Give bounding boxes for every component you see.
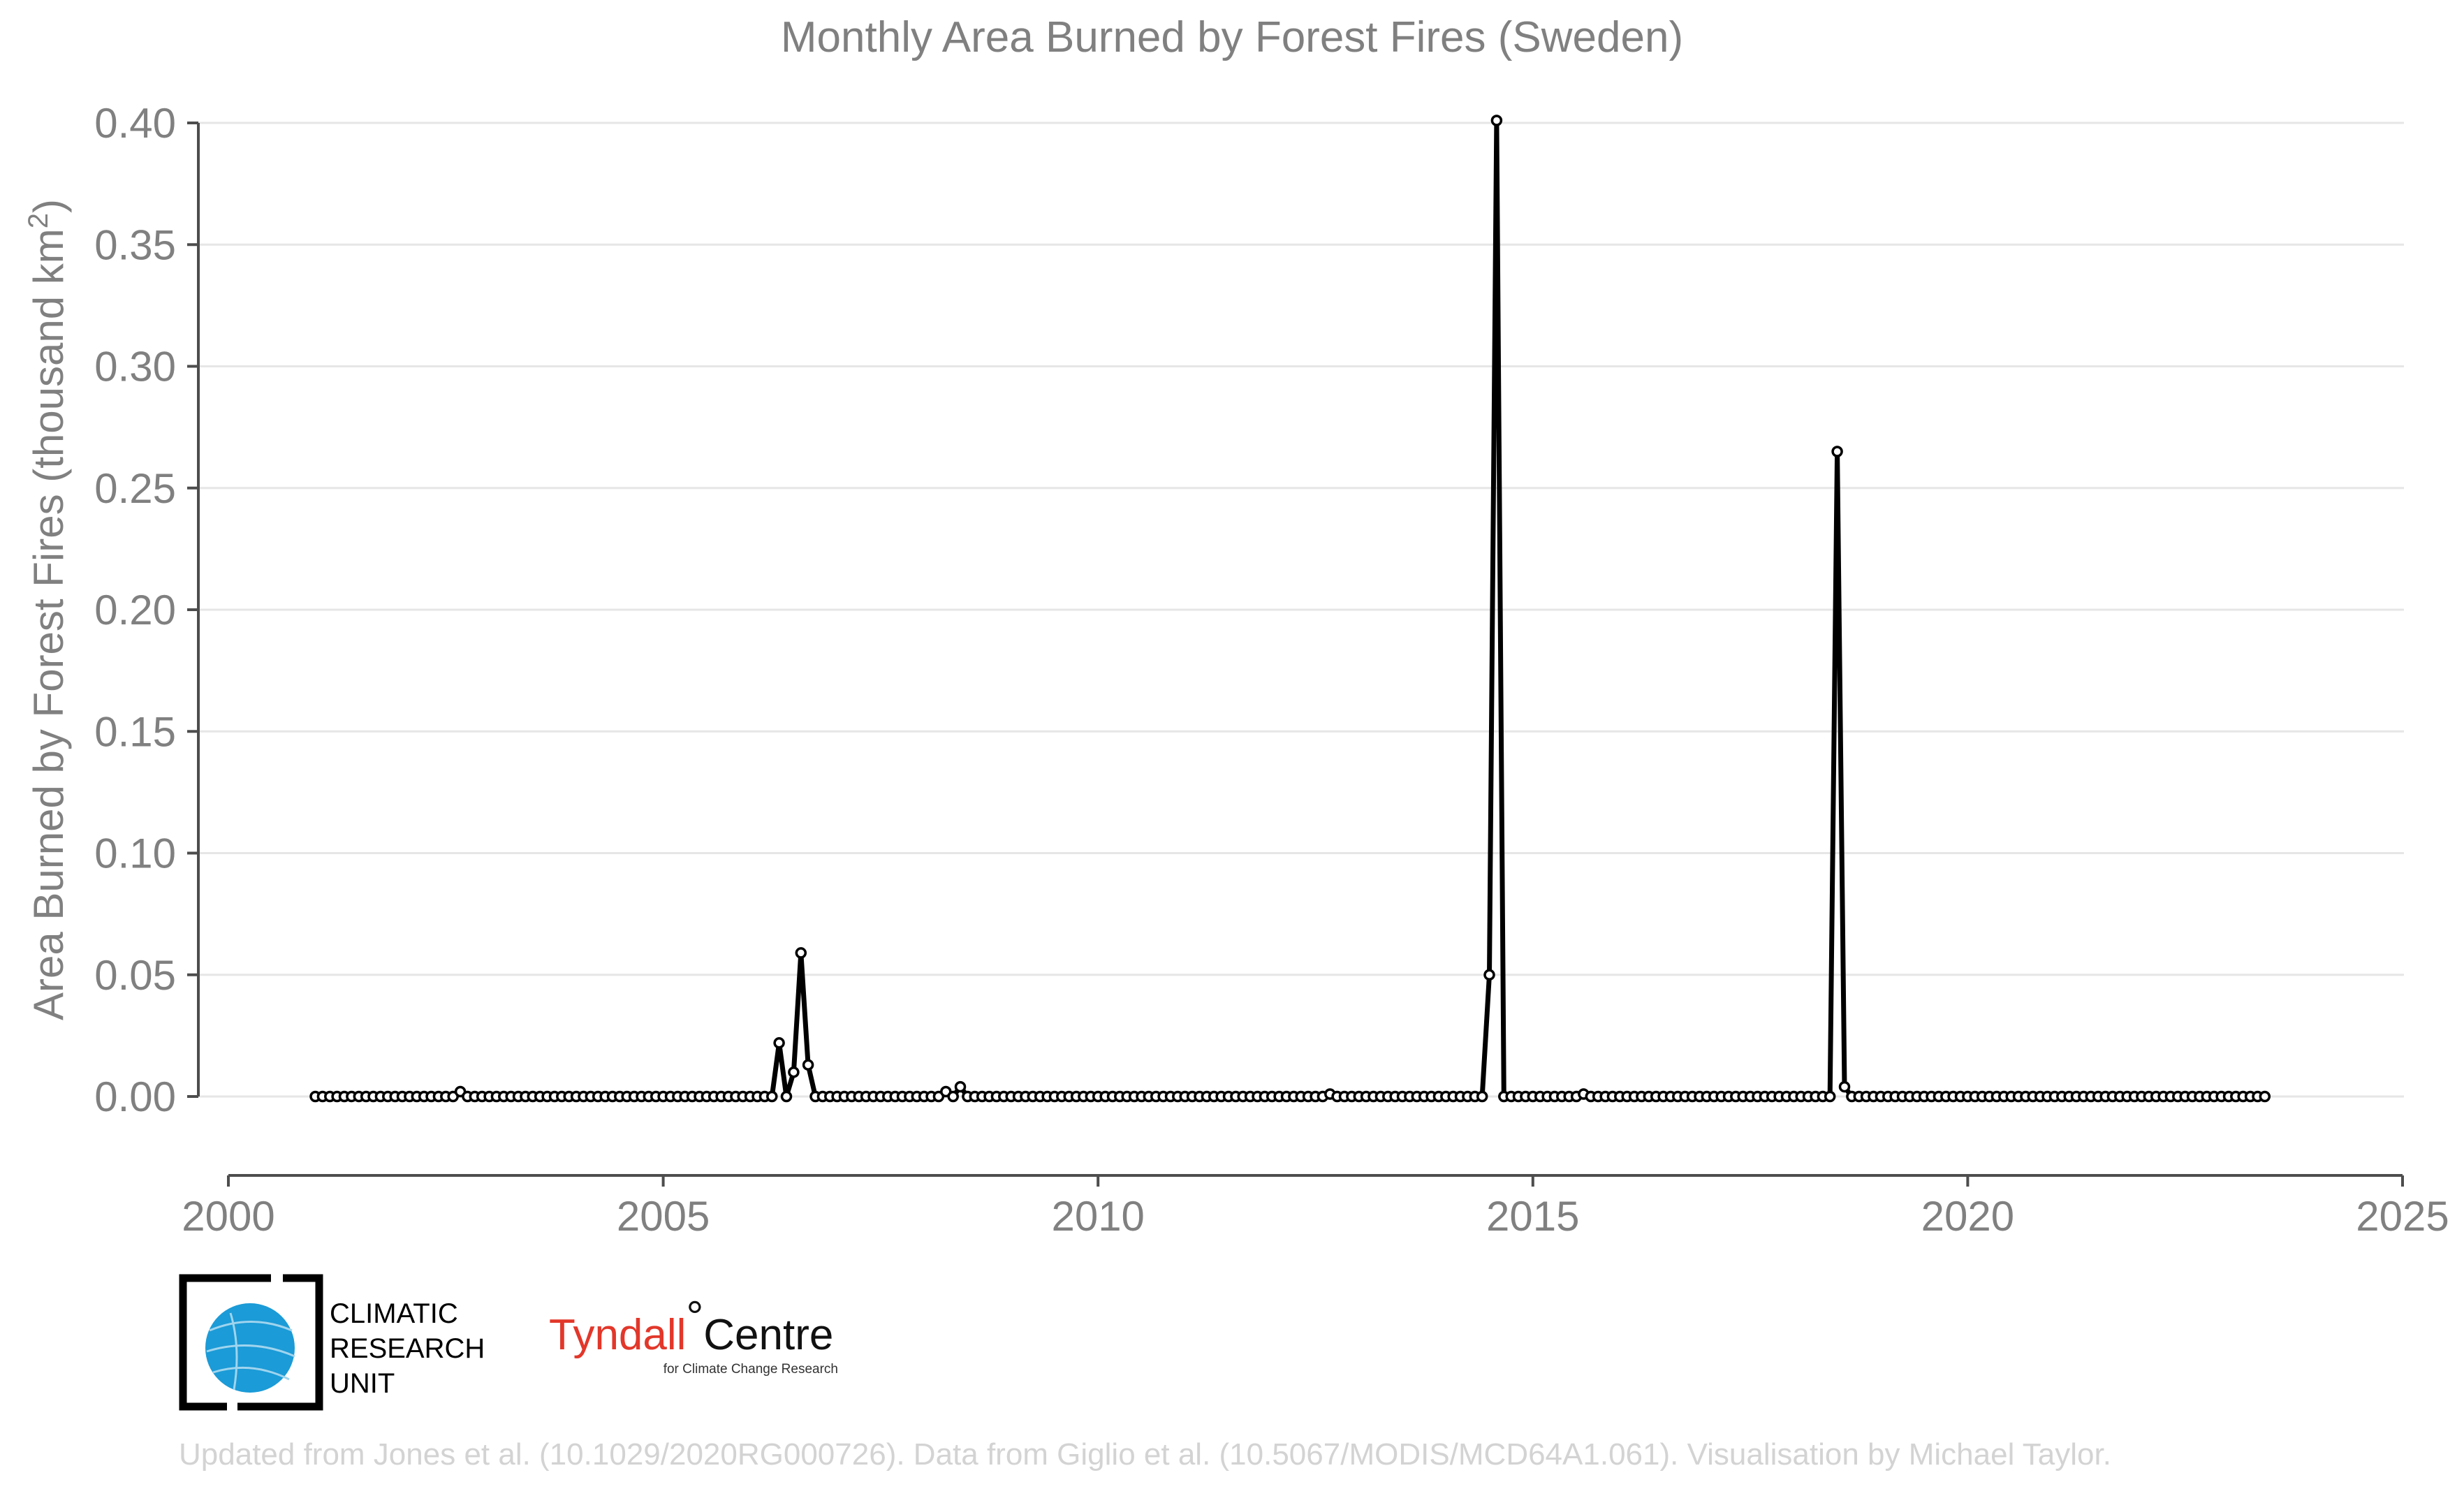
y-tick-label: 0.20	[94, 587, 176, 633]
tyndall-centre: Centre	[703, 1311, 833, 1359]
y-tick-label: 0.40	[94, 100, 176, 147]
x-axis: 2000 2005 2010 2015 2020 2025	[182, 1174, 2449, 1240]
data-point	[1831, 446, 1843, 457]
y-tick-label: 0.30	[94, 344, 176, 390]
y-axis: 0.00 0.05 0.10 0.15 0.20 0.25 0.30 0.35 0.40	[94, 100, 200, 1120]
x-tick-label: 2020	[1921, 1193, 2014, 1240]
y-axis-label-suffix: )	[25, 199, 72, 213]
cru-bracket-left-icon	[179, 1274, 271, 1411]
y-tick-label: 0.05	[94, 952, 176, 999]
gridlines	[198, 122, 2404, 1098]
tyndall-name: Tyndall	[549, 1311, 686, 1359]
data-point	[947, 1090, 959, 1103]
y-tick-label: 0.00	[94, 1073, 176, 1120]
cru-text-line-3: UNIT	[330, 1368, 395, 1399]
y-tick-label: 0.25	[94, 465, 176, 512]
cru-bracket-right-icon	[237, 1274, 323, 1411]
cru-text-line-1: CLIMATIC	[330, 1298, 458, 1329]
data-point	[2259, 1090, 2271, 1103]
series-area-burned	[309, 115, 2271, 1103]
x-tick-label: 2000	[182, 1193, 274, 1240]
y-axis-label: Area Burned by Forest Fires (thousand km…	[23, 199, 72, 1020]
data-point	[1838, 1080, 1851, 1093]
tyndall-degree: °	[686, 1293, 703, 1341]
series-line	[315, 118, 2265, 1099]
data-point	[766, 1090, 778, 1103]
y-axis-label-superscript: 2	[23, 213, 54, 228]
data-point	[1483, 969, 1495, 981]
tyndall-wordmark: Tyndall°Centre	[549, 1293, 833, 1359]
y-tick-label: 0.10	[94, 830, 176, 877]
data-point	[1476, 1090, 1488, 1103]
y-tick-label: 0.15	[94, 708, 176, 755]
data-point	[788, 1066, 800, 1078]
cru-logo: CLIMATIC RESEARCH UNIT	[179, 1274, 485, 1411]
footer-credits: Updated from Jones et al. (10.1029/2020R…	[179, 1437, 2111, 1472]
x-tick-label: 2010	[1051, 1193, 1144, 1240]
x-tick-label: 2015	[1486, 1193, 1579, 1240]
data-point	[1824, 1090, 1836, 1103]
tyndall-subtitle: for Climate Change Research	[663, 1362, 838, 1377]
x-tick-label: 2025	[2356, 1193, 2449, 1240]
data-point	[773, 1037, 785, 1049]
y-axis-label-text: Area Burned by Forest Fires (thousand km	[25, 228, 72, 1020]
cru-text-line-2: RESEARCH	[330, 1333, 485, 1364]
cru-globe-lines-icon	[206, 1312, 295, 1391]
tyndall-logo: Tyndall°Centre for Climate Change Resear…	[549, 1293, 838, 1377]
data-point	[1490, 115, 1503, 126]
data-point	[954, 1080, 967, 1093]
data-point	[795, 947, 807, 959]
data-point	[780, 1090, 793, 1103]
y-tick-label: 0.35	[94, 221, 176, 268]
chart-title: Monthly Area Burned by Forest Fires (Swe…	[781, 13, 1683, 61]
data-point	[802, 1059, 814, 1071]
x-tick-label: 2005	[617, 1193, 710, 1240]
